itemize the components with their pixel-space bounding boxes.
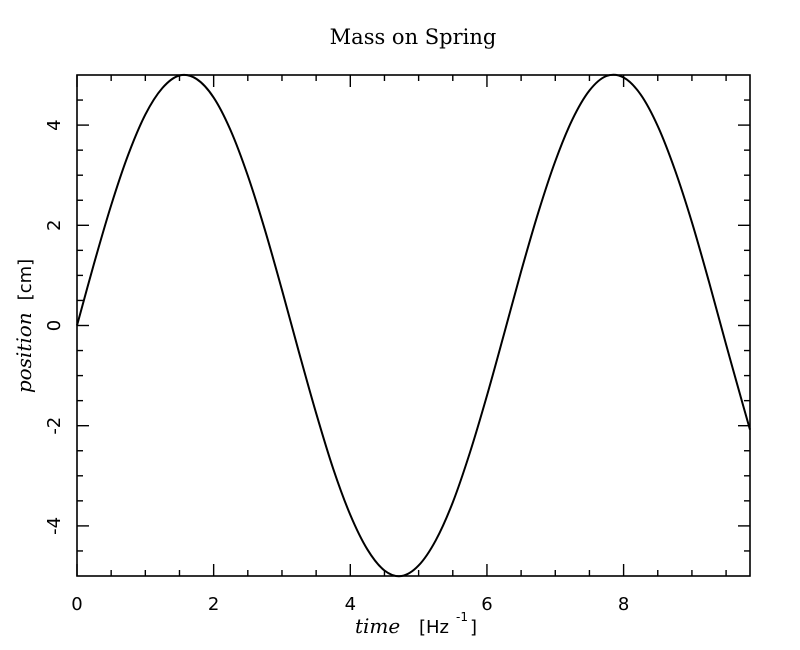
x-axis-label: time [Hz -1 ] <box>355 608 477 638</box>
y-tick-label: 4 <box>44 119 65 130</box>
y-tick-label: 2 <box>44 220 65 231</box>
x-axis-unit-sup: -1 <box>456 610 468 624</box>
y-tick-label: -2 <box>44 417 65 435</box>
x-tick-label: 4 <box>345 594 356 615</box>
x-ticks <box>76 75 727 576</box>
y-ticks <box>77 99 750 552</box>
x-tick-label: 8 <box>618 594 629 615</box>
y-axis-unit: [cm] <box>15 259 36 300</box>
x-axis-title: time <box>355 614 400 638</box>
chart-title: Mass on Spring <box>330 25 497 49</box>
y-axis-label: position [cm] <box>12 259 36 393</box>
x-axis-unit-close: ] <box>470 617 477 638</box>
y-axis-title: position <box>12 312 36 393</box>
y-tick-label: 0 <box>44 320 65 331</box>
plot-frame <box>76 74 751 577</box>
y-tick-labels: -4 -2 0 2 4 <box>44 119 65 535</box>
x-tick-label: 0 <box>71 594 82 615</box>
x-tick-label: 2 <box>208 594 219 615</box>
x-axis-unit-open: [Hz <box>419 617 449 638</box>
y-tick-label: -4 <box>44 517 65 535</box>
x-tick-labels: 0 2 4 6 8 <box>71 594 629 615</box>
series-line <box>76 73 751 578</box>
x-tick-label: 6 <box>481 594 492 615</box>
